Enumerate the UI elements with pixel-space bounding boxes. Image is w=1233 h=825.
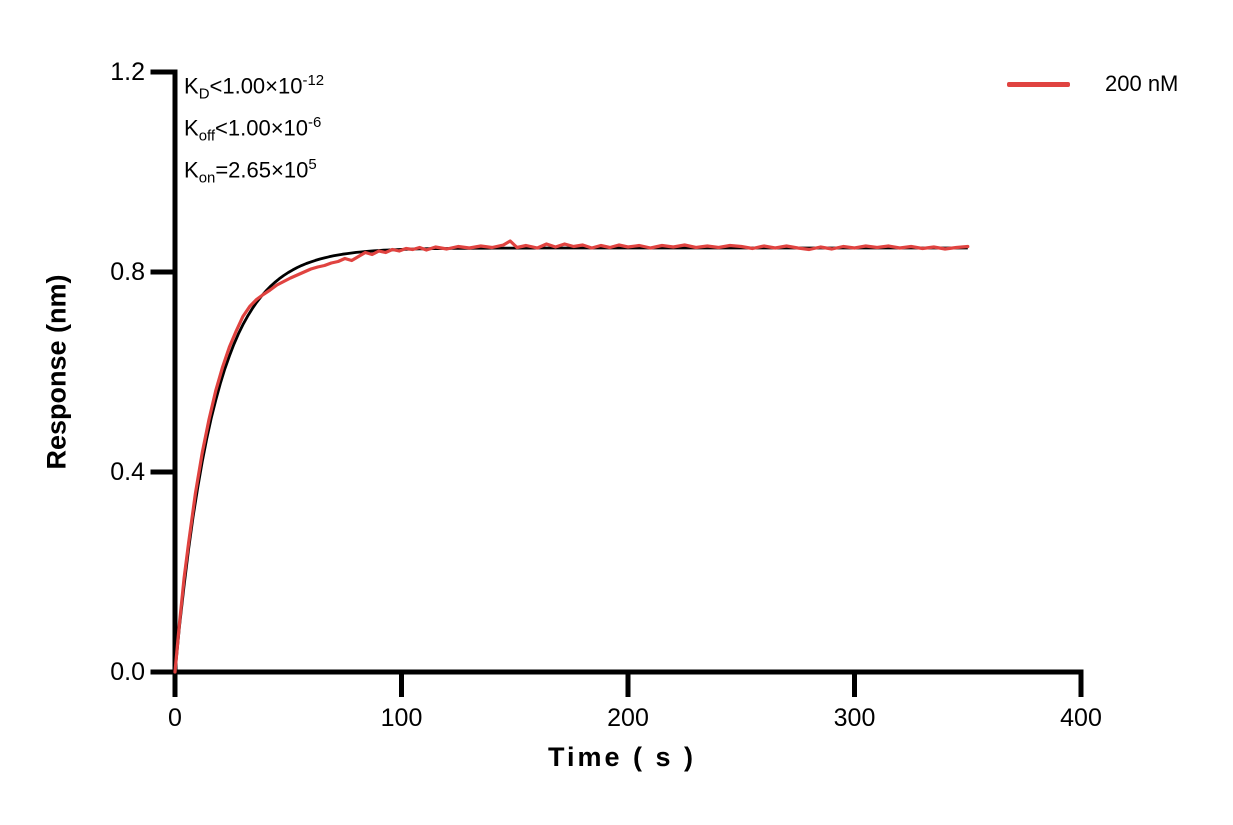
measured-trace (173, 239, 970, 674)
axes-spines (172, 69, 1084, 675)
fit-curve (173, 246, 968, 673)
